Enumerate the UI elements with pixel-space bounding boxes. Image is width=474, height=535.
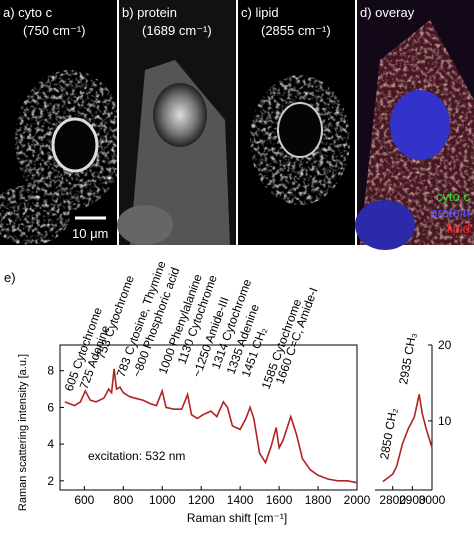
panel-label: a) cyto c — [3, 5, 53, 20]
y-tick-label: 4 — [47, 437, 54, 451]
y-tick-label: 6 — [47, 400, 54, 414]
peak-annotation: 2850 CH₂ — [377, 407, 400, 461]
x-tick-label: 1800 — [305, 493, 332, 507]
overlay-legend-entry: cyto c — [436, 189, 470, 204]
x-tick-label: 2800 — [379, 493, 406, 507]
x-tick-label: 1400 — [227, 493, 254, 507]
image-panels — [0, 0, 474, 250]
x-tick-label: 600 — [74, 493, 94, 507]
y-axis-label: Raman scattering intensity [a.u.] — [17, 354, 29, 511]
y-tick-label: 8 — [47, 364, 54, 378]
x-tick-label: 800 — [113, 493, 133, 507]
x-tick-label: 1000 — [149, 493, 176, 507]
x-tick-label: 1600 — [266, 493, 293, 507]
note: excitation: 532 nm — [88, 449, 185, 463]
panel-sublabel: (750 cm⁻¹) — [23, 23, 85, 38]
y-tick-label: 10 — [438, 414, 452, 428]
x-axis-label: Raman shift [cm⁻¹] — [187, 511, 287, 525]
panel-sublabel: (2855 cm⁻¹) — [261, 23, 331, 38]
figure-label: e) — [4, 270, 16, 285]
panel-sublabel: (1689 cm⁻¹) — [142, 23, 212, 38]
x-tick-label: 1200 — [188, 493, 215, 507]
panel-label: d) overay — [360, 5, 415, 20]
y-tick-label: 2 — [47, 474, 54, 488]
scale-bar-label: 10 μm — [72, 226, 108, 241]
spectrum-line — [382, 394, 433, 483]
y-tick-label: 20 — [438, 338, 452, 352]
overlay-legend-entry: lipid — [447, 221, 470, 236]
peak-annotation: 2935 CH₃ — [396, 332, 419, 386]
x-tick-label: 2900 — [399, 493, 426, 507]
plot-frame — [59, 344, 358, 491]
panel-label: b) protein — [122, 5, 177, 20]
overlay-legend-entry: protein — [430, 205, 470, 220]
spectrum-line — [64, 368, 358, 484]
x-tick-label: 3000 — [419, 493, 446, 507]
x-tick-label: 2000 — [344, 493, 371, 507]
panel-label: c) lipid — [241, 5, 279, 20]
